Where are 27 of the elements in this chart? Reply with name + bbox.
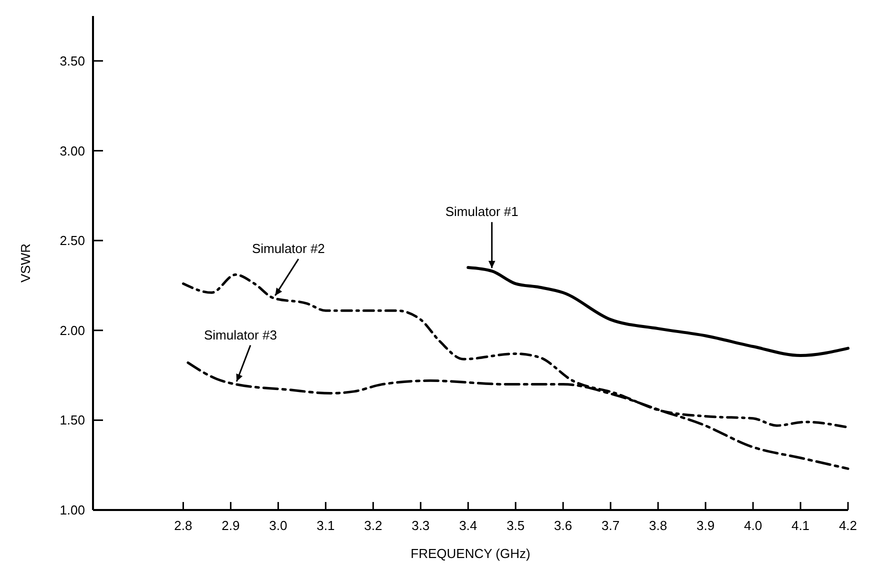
x-tick-label: 3.5 — [506, 518, 525, 533]
series-label: Simulator #3 — [204, 327, 277, 342]
x-tick-label: 2.8 — [174, 518, 192, 533]
x-tick-label: 3.1 — [316, 518, 335, 533]
y-tick-label: 3.00 — [60, 143, 85, 158]
y-tick-label: 3.50 — [60, 53, 85, 68]
x-tick-label: 3.0 — [269, 518, 288, 533]
x-tick-label: 3.9 — [696, 518, 715, 533]
x-tick-label: 3.2 — [364, 518, 382, 533]
x-axis-title: FREQUENCY (GHz) — [410, 546, 530, 561]
x-tick-label: 3.4 — [459, 518, 478, 533]
y-tick-label: 1.50 — [60, 412, 85, 428]
x-tick-label: 4.0 — [744, 518, 762, 533]
text: Simulator #1 — [445, 204, 518, 220]
y-axis-title: VSWR — [18, 244, 33, 282]
x-tick-label: 3.7 — [602, 518, 620, 533]
x-tick-label: 2.9 — [222, 518, 240, 533]
y-tick-label: 1.00 — [60, 502, 85, 518]
series-label: Simulator #2 — [252, 241, 325, 256]
x-tick-label: 3.3 — [412, 518, 430, 533]
x-tick-label: 3.8 — [649, 518, 668, 533]
x-tick-label: 4.1 — [791, 518, 810, 533]
y-tick-label: 2.50 — [60, 233, 85, 248]
y-tick-label: 2.00 — [60, 322, 85, 338]
x-tick-label: 4.2 — [838, 518, 858, 533]
x-tick-label: 3.6 — [554, 518, 572, 533]
line-series — [466, 266, 850, 358]
